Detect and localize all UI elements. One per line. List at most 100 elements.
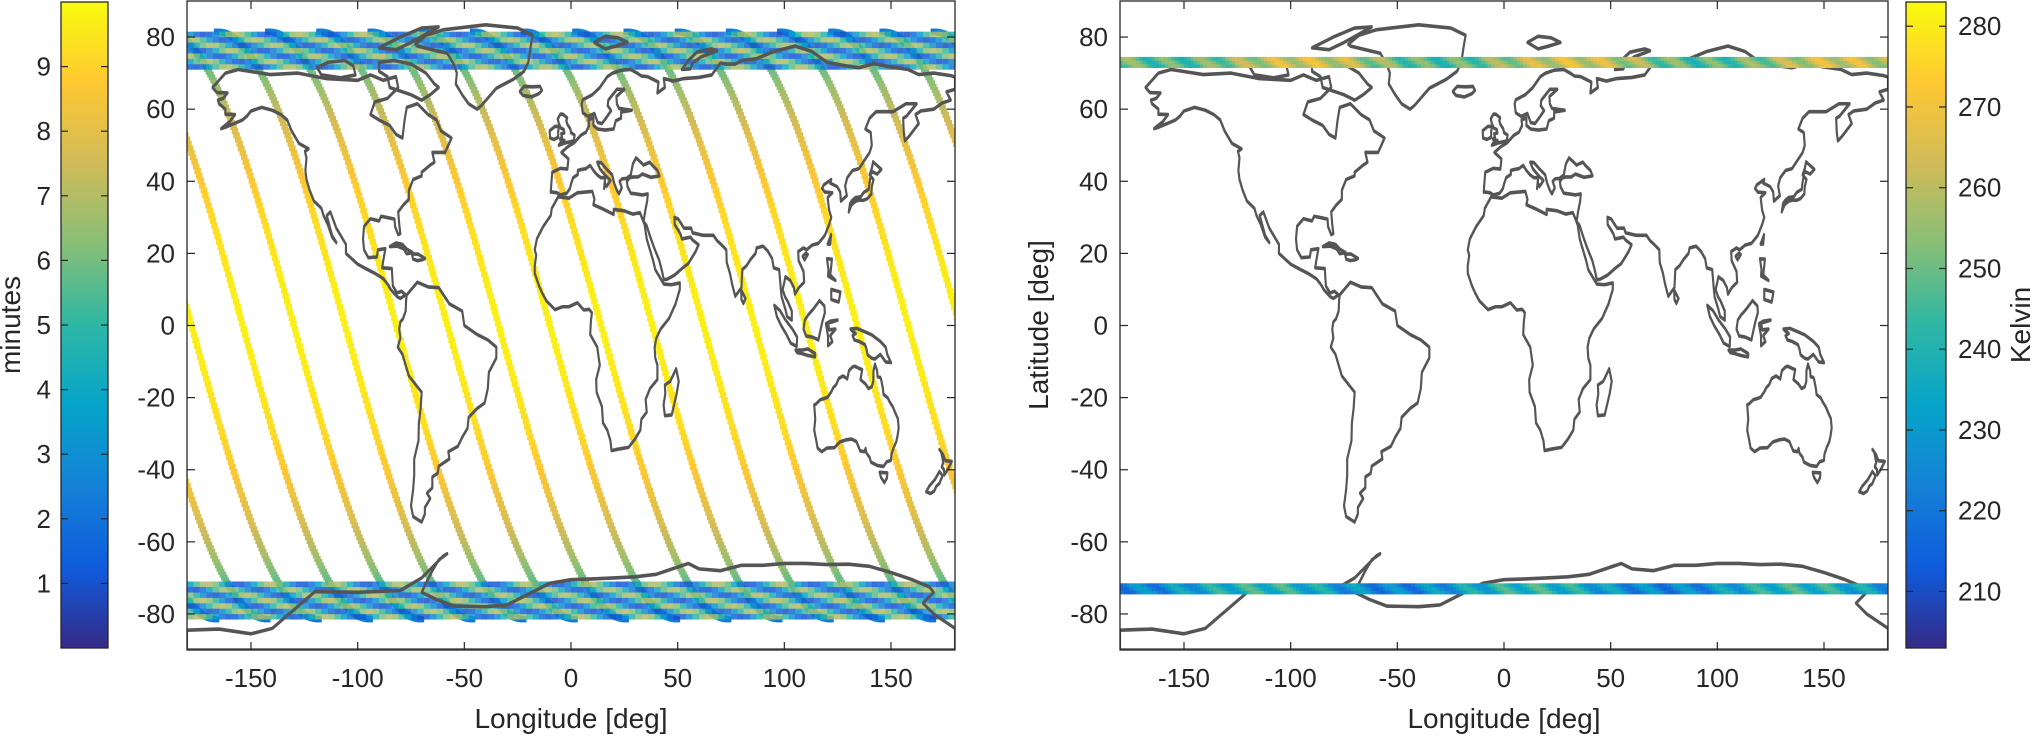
swath-cell [741,464,748,471]
cap-cell [603,47,610,54]
cap-cell [219,31,226,38]
swath-cell [651,501,658,508]
band-cell [1763,56,1767,61]
swath-cell [709,522,717,529]
cap-cell [244,47,252,54]
cap-cell [884,37,892,43]
cap-cell [321,47,328,54]
swath-cell [832,428,840,435]
swath-cell [830,238,837,245]
cap-cell [449,613,456,620]
swath-cell [722,552,729,559]
swath-cell [302,187,310,194]
band-cell [1497,60,1501,65]
swath-cell [247,172,254,179]
cap-cell [935,597,943,604]
cap-cell [692,47,700,54]
band-cell [1459,60,1463,65]
swath-cell [295,509,303,516]
cap-cell [302,581,309,588]
cap-cell [327,64,335,70]
cap-cell [801,581,808,588]
swath-cell [731,97,738,104]
band-cell [1750,64,1754,68]
swath-cell [934,93,942,100]
swath-cell [933,90,940,97]
cap-cell [724,42,732,49]
swath-cell [696,483,703,490]
swath-cell [928,555,936,562]
cap-cell [545,592,552,598]
swath-cell [693,298,701,305]
cap-cell [679,613,687,620]
cap-cell [487,613,495,620]
cap-cell [289,31,296,38]
swath-cell [439,136,447,143]
swath-cell [743,293,750,300]
cap-cell [820,37,828,43]
swath-cell [594,140,602,147]
band-cell [1548,64,1553,68]
swath-cell [836,260,843,267]
cap-cell [385,37,392,43]
cap-cell [340,31,348,38]
cap-cell [923,47,930,54]
swath-cell [529,260,536,267]
band-cell [1561,56,1565,61]
swath-cell [951,136,955,143]
cap-cell [846,592,853,598]
swath-cell [734,104,742,111]
swath-cell [797,478,804,485]
band-cell [1478,56,1482,61]
band-cell [1481,60,1485,65]
swath-cell [935,428,942,435]
band-cell [1388,60,1393,65]
band-cell [1542,60,1546,65]
band-cell [1772,60,1777,65]
swath-cell [697,140,704,147]
swath-cell [542,136,549,143]
swath-cell [637,459,644,466]
cap-cell [212,592,220,598]
swath-cell [686,112,693,119]
band-cell [1584,60,1588,65]
band-cell [1449,64,1453,68]
band-cell [1472,64,1476,68]
band-cell [1488,64,1492,68]
swath-cell [201,370,209,377]
swath-cell [796,298,803,305]
cap-cell [564,64,572,70]
cap-cell [699,581,706,588]
cap-cell [923,592,930,598]
cap-cell [596,31,604,38]
cap-cell [929,597,936,604]
swath-cell [513,386,520,393]
swath-cell [949,298,955,305]
band-cell [1632,60,1636,65]
cap-cell [660,608,668,615]
swath-cell [932,238,940,245]
band-cell [1516,60,1521,65]
swath-cell [204,537,211,544]
swath-cell [959,605,966,611]
swath-cell [570,408,578,415]
cap-cell [839,58,847,65]
swath-cell [463,545,470,552]
swath-cell [470,233,477,240]
swath-cell [671,552,678,559]
band-cell [1523,56,1527,61]
swath-cell [544,487,551,494]
cap-cell [353,42,360,49]
band-cell [1635,56,1639,61]
band-cell [1270,60,1274,65]
cap-cell [590,592,597,598]
swath-cell [874,548,881,555]
swath-cell [444,496,452,503]
swath-cell [237,145,245,152]
swath-cell [400,172,408,179]
cap-cell [763,613,770,620]
band-cell [1792,56,1796,61]
cap-cell [270,592,277,598]
cap-cell [660,31,668,38]
swath-cell [199,526,207,533]
